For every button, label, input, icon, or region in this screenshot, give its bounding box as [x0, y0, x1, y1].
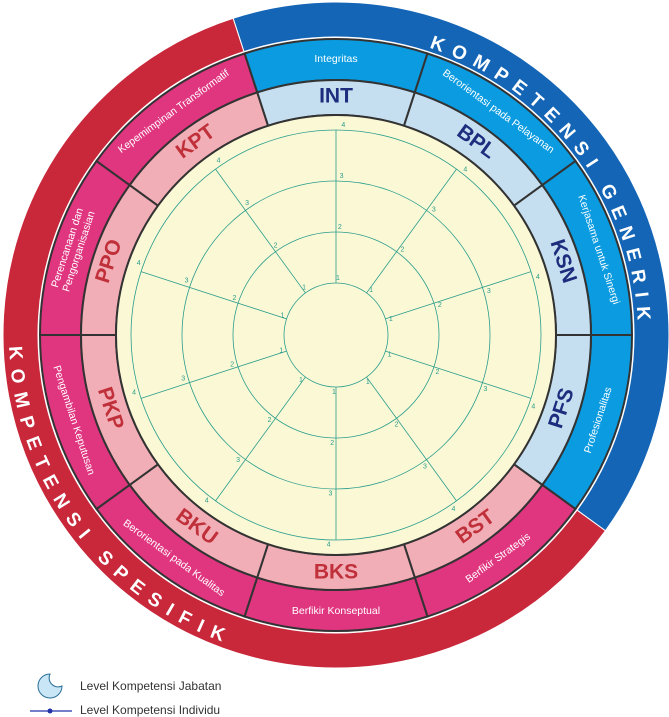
level-label: 3	[483, 386, 487, 393]
level-label: 1	[302, 285, 306, 292]
level-label: 3	[340, 173, 344, 180]
level-label: 1	[366, 379, 370, 386]
level-label: 2	[330, 440, 334, 447]
level-label: 2	[233, 295, 237, 302]
level-label: 4	[341, 122, 345, 129]
sector-name: Berfikir Konseptual	[292, 605, 380, 617]
level-label: 3	[236, 457, 240, 464]
level-label: 3	[328, 491, 332, 498]
level-area	[115, 114, 557, 556]
spoke	[366, 376, 457, 502]
level-label: 3	[245, 200, 249, 207]
spoke	[366, 168, 457, 294]
level-label: 2	[268, 417, 272, 424]
spoke	[215, 376, 306, 502]
level-label: 3	[432, 207, 436, 214]
level-label: 4	[217, 158, 221, 165]
level-label: 4	[205, 497, 209, 504]
level-label: 2	[230, 362, 234, 369]
level-label: 1	[336, 275, 340, 282]
level-label: 3	[181, 376, 185, 383]
spoke	[140, 271, 287, 320]
legend-label: Level Kompetensi Jabatan	[80, 679, 221, 693]
level-label: 2	[394, 421, 398, 428]
level-label: 4	[451, 506, 455, 513]
level-label: 3	[487, 288, 491, 295]
spoke	[215, 168, 306, 294]
spoke	[140, 350, 287, 399]
level-label: 3	[185, 277, 189, 284]
level-label: 3	[423, 464, 427, 471]
level-label: 4	[536, 274, 540, 281]
level-label: 1	[389, 316, 393, 323]
legend-icon	[37, 673, 63, 699]
level-label: 2	[436, 369, 440, 376]
spoke	[385, 350, 532, 399]
level-label: 1	[388, 351, 392, 358]
level-label: 2	[274, 242, 278, 249]
group-ring	[2, 17, 607, 669]
level-label: 1	[279, 348, 283, 355]
level-label: 4	[327, 542, 331, 549]
sector-code: INT	[319, 85, 353, 108]
sector-name: Integritas	[314, 53, 357, 65]
level-label: 1	[369, 287, 373, 294]
level-label: 2	[338, 224, 342, 231]
legend-dot	[47, 708, 53, 714]
spoke	[385, 271, 532, 320]
level-label: 2	[438, 302, 442, 309]
legend: Level Kompetensi Jabatan Level Kompetens…	[30, 673, 221, 717]
level-label: 4	[531, 404, 535, 411]
level-label: 4	[137, 260, 141, 267]
level-label: 4	[463, 166, 467, 173]
level-label: 1	[280, 312, 284, 319]
level-label: 1	[299, 377, 303, 384]
level-label: 4	[132, 390, 136, 397]
legend-label: Level Kompetensi Individu	[80, 703, 220, 717]
level-label: 2	[401, 247, 405, 254]
sector-code: BKS	[314, 561, 358, 584]
level-label: 1	[332, 389, 336, 396]
